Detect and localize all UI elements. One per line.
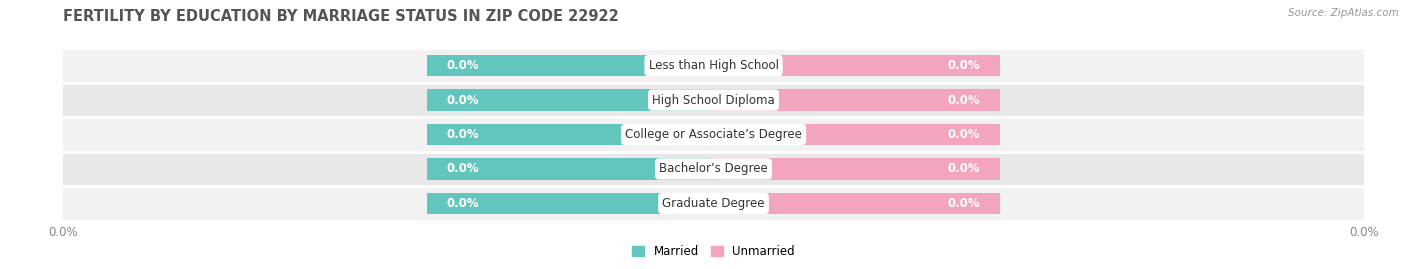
Bar — [63, 48, 1364, 83]
Text: 0.0%: 0.0% — [447, 59, 479, 72]
Bar — [713, 89, 1000, 111]
Bar — [713, 193, 1000, 214]
Text: 0.0%: 0.0% — [948, 128, 980, 141]
Bar — [427, 158, 713, 180]
Bar — [427, 55, 713, 76]
Text: 0.0%: 0.0% — [948, 59, 980, 72]
Text: High School Diploma: High School Diploma — [652, 94, 775, 107]
Legend: Married, Unmarried: Married, Unmarried — [627, 240, 800, 263]
Text: 0.0%: 0.0% — [447, 197, 479, 210]
Text: Less than High School: Less than High School — [648, 59, 779, 72]
Text: 0.0%: 0.0% — [447, 162, 479, 175]
Bar — [63, 152, 1364, 186]
Text: Bachelor’s Degree: Bachelor’s Degree — [659, 162, 768, 175]
Bar — [63, 117, 1364, 152]
Bar — [713, 124, 1000, 145]
Bar — [63, 83, 1364, 117]
Text: 0.0%: 0.0% — [447, 94, 479, 107]
Bar — [713, 158, 1000, 180]
Text: Source: ZipAtlas.com: Source: ZipAtlas.com — [1288, 8, 1399, 18]
Text: 0.0%: 0.0% — [948, 162, 980, 175]
Bar — [713, 55, 1000, 76]
Text: FERTILITY BY EDUCATION BY MARRIAGE STATUS IN ZIP CODE 22922: FERTILITY BY EDUCATION BY MARRIAGE STATU… — [63, 9, 619, 24]
Text: 0.0%: 0.0% — [447, 128, 479, 141]
Bar — [63, 186, 1364, 221]
Text: Graduate Degree: Graduate Degree — [662, 197, 765, 210]
Text: 0.0%: 0.0% — [948, 197, 980, 210]
Bar — [427, 89, 713, 111]
Bar — [427, 124, 713, 145]
Text: College or Associate’s Degree: College or Associate’s Degree — [626, 128, 801, 141]
Text: 0.0%: 0.0% — [948, 94, 980, 107]
Bar — [427, 193, 713, 214]
